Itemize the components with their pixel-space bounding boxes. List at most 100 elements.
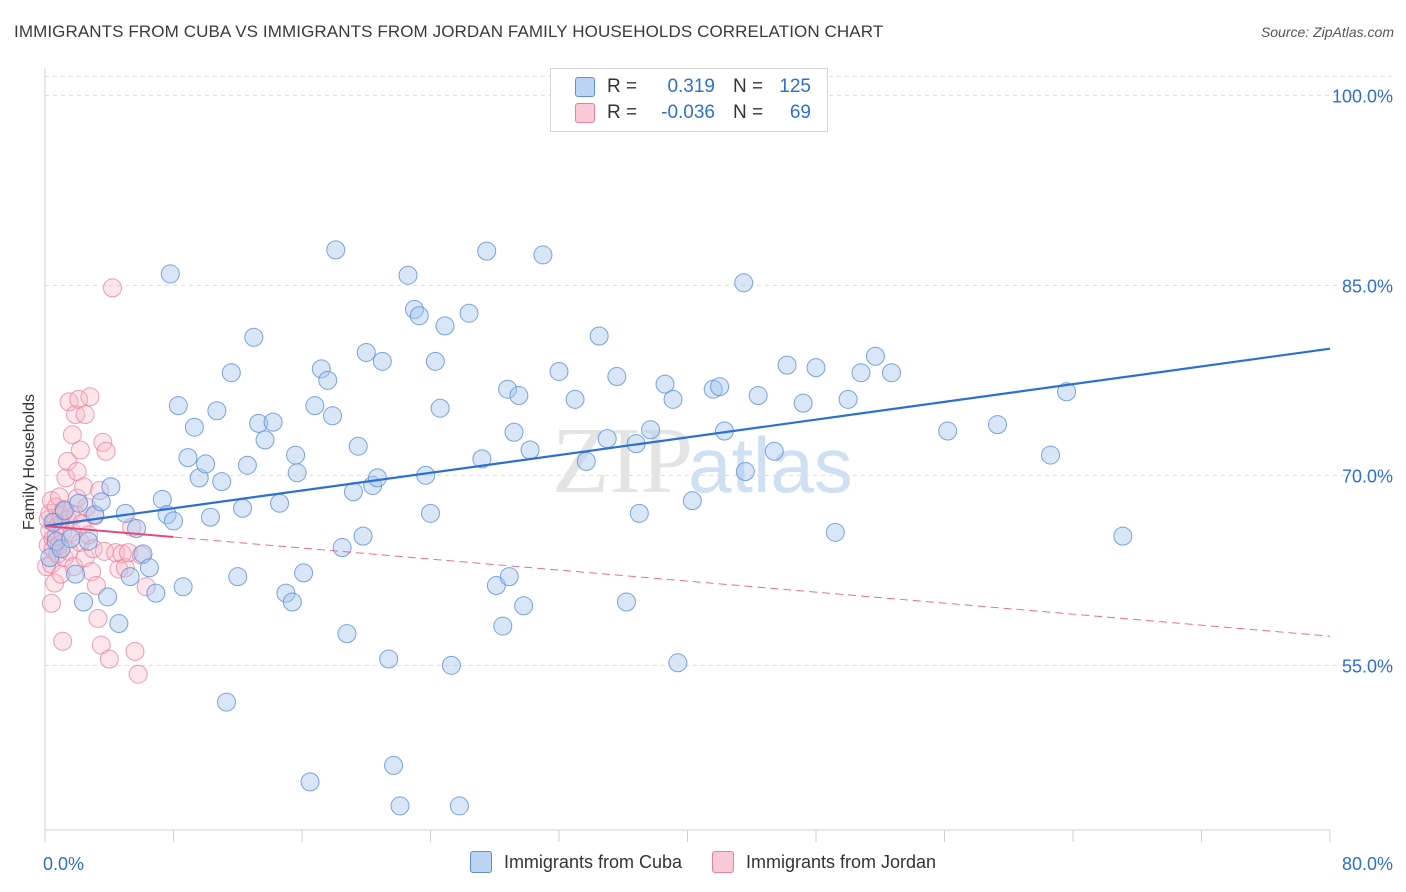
cuba-point xyxy=(504,422,524,442)
y-tick-label: 85.0% xyxy=(1342,276,1393,296)
cuba-point xyxy=(372,351,392,371)
cuba-point xyxy=(337,624,357,644)
cuba-point xyxy=(1057,382,1077,402)
jordan-point xyxy=(70,440,90,460)
cuba-point xyxy=(735,462,755,482)
cuba-point xyxy=(207,401,227,421)
cuba-point xyxy=(294,563,314,583)
cuba-point xyxy=(865,346,885,366)
jordan-point xyxy=(109,559,129,579)
cuba-point xyxy=(200,507,220,527)
cuba-point xyxy=(390,796,410,816)
cuba-point xyxy=(66,564,86,584)
cuba-point xyxy=(682,491,702,511)
cuba-point xyxy=(734,273,754,293)
cuba-point xyxy=(549,361,569,381)
cuba-point xyxy=(74,592,94,612)
cuba-point xyxy=(441,655,461,675)
legend-n-value: 125 xyxy=(779,76,811,97)
cuba-point xyxy=(477,241,497,261)
cuba-point xyxy=(196,454,216,474)
cuba-point xyxy=(806,358,826,378)
cuba-point xyxy=(459,303,479,323)
legend-row-cuba: R = 0.319 N = 125 xyxy=(575,75,811,99)
cuba-point xyxy=(343,482,363,502)
x-tick-label-max: 80.0% xyxy=(1342,854,1393,874)
cuba-point xyxy=(498,379,518,399)
y-tick-labels: 55.0% 70.0% 85.0% 100.0% xyxy=(1332,86,1393,676)
legend-swatch-jordan xyxy=(575,103,595,123)
watermark-atlas: atlas xyxy=(688,421,853,509)
cuba-point xyxy=(641,420,661,440)
legend-item-cuba: Immigrants from Cuba xyxy=(469,851,682,873)
cuba-point xyxy=(421,503,440,523)
jordan-point xyxy=(96,441,116,461)
jordan-point xyxy=(53,631,73,651)
cuba-point xyxy=(520,440,540,460)
jordan-point xyxy=(80,387,100,407)
cuba-point xyxy=(228,567,248,587)
jordan-point xyxy=(128,664,148,684)
jordan-point xyxy=(57,451,77,471)
legend-swatch-cuba xyxy=(469,851,492,873)
watermark-zip: ZIP xyxy=(552,409,693,513)
jordan-point xyxy=(74,477,94,497)
jordan-point xyxy=(75,405,95,425)
legend-swatch-cuba xyxy=(575,77,595,97)
jordan-point xyxy=(56,468,76,488)
cuba-point xyxy=(616,592,636,612)
watermark: ZIP atlas xyxy=(552,409,853,513)
jordan-point xyxy=(86,576,106,596)
series-legend: Immigrants from Cuba Immigrants from Jor… xyxy=(0,851,1406,873)
jordan-point xyxy=(41,593,61,613)
cuba-point xyxy=(938,421,958,441)
cuba-point xyxy=(164,511,183,531)
cuba-point xyxy=(109,614,129,634)
cuba-point xyxy=(1041,445,1061,465)
legend-item-jordan: Immigrants from Jordan xyxy=(712,851,936,873)
legend-label-cuba: Immigrants from Cuba xyxy=(503,851,682,872)
axes xyxy=(44,68,1331,842)
cuba-point xyxy=(1113,526,1133,546)
cuba-point xyxy=(173,577,193,597)
cuba-point xyxy=(133,544,153,564)
jordan-point xyxy=(62,425,82,445)
chart-title: IMMIGRANTS FROM CUBA VS IMMIGRANTS FROM … xyxy=(14,22,884,41)
cuba-point xyxy=(233,498,253,518)
legend-swatch-jordan xyxy=(712,851,734,873)
cuba-point xyxy=(78,531,98,551)
cuba-point xyxy=(533,245,553,265)
jordan-point xyxy=(99,649,119,669)
legend-row-jordan: R = -0.036 N = 69 xyxy=(575,101,811,125)
cuba-point xyxy=(565,389,585,409)
cuba-point xyxy=(139,558,159,578)
jordan-point xyxy=(136,577,156,597)
cuba-point xyxy=(449,796,469,816)
cuba-point xyxy=(367,468,387,488)
cuba-point xyxy=(379,649,399,669)
cuba-points xyxy=(40,240,1133,816)
jordan-trend-line-dashed xyxy=(44,525,1331,637)
correlation-legend: R = 0.319 N = 125 R = -0.036 N = 69 xyxy=(550,68,828,132)
cuba-trend-line xyxy=(44,347,1331,528)
cuba-point xyxy=(326,240,346,260)
cuba-point xyxy=(777,355,797,375)
cuba-point xyxy=(178,448,198,468)
cuba-point xyxy=(91,492,111,512)
cuba-point xyxy=(499,567,519,587)
cuba-point xyxy=(69,493,89,513)
cuba-point xyxy=(318,370,338,390)
cuba-point xyxy=(168,396,188,416)
cuba-point xyxy=(409,306,429,326)
cuba-point xyxy=(287,463,307,483)
cuba-point xyxy=(597,429,617,449)
jordan-point xyxy=(115,558,135,578)
cuba-point xyxy=(332,538,352,558)
legend-n-label: N = xyxy=(733,76,764,97)
cuba-point xyxy=(244,327,264,347)
cuba-point xyxy=(589,326,609,346)
cuba-point xyxy=(710,377,730,397)
cuba-point xyxy=(146,583,166,603)
cuba-point xyxy=(607,367,627,387)
legend-r-value: 0.319 xyxy=(667,76,715,97)
